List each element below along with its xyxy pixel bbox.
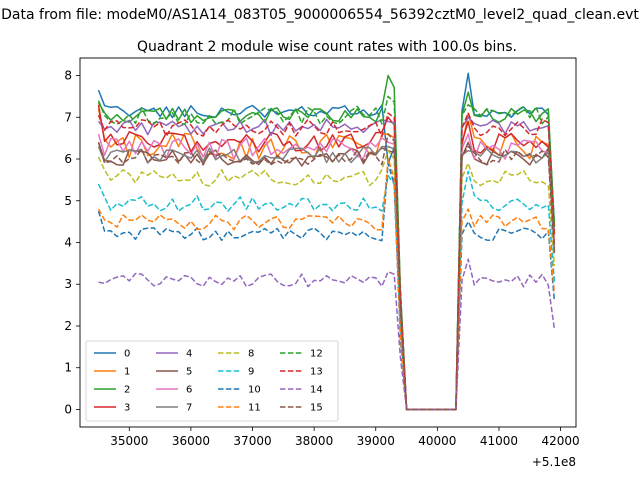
y-axis: 0 1 2 3 4 5 6 7 8: [64, 69, 80, 416]
series-line-6: [97, 133, 556, 411]
series-line-2: [97, 74, 556, 411]
series-line-8: [97, 149, 556, 411]
x-tick-label: 40000: [418, 434, 456, 448]
series-layer: [97, 72, 556, 411]
y-tick-label: 1: [64, 361, 72, 375]
legend-label-7[interactable]: 7: [186, 403, 192, 414]
legend-label-10[interactable]: 10: [248, 385, 261, 396]
x-tick-label: 42000: [542, 434, 580, 448]
y-tick-label: 4: [64, 236, 72, 250]
legend-label-15[interactable]: 15: [310, 403, 323, 414]
series-line-11: [97, 158, 556, 411]
x-tick-label: 36000: [172, 434, 210, 448]
series-line-9: [97, 170, 556, 411]
legend-label-2[interactable]: 2: [124, 385, 130, 396]
series-line-12: [97, 95, 556, 411]
legend-label-1[interactable]: 1: [124, 367, 130, 378]
legend-label-0[interactable]: 0: [124, 349, 130, 360]
series-line-1: [97, 108, 556, 411]
legend-label-4[interactable]: 4: [186, 349, 192, 360]
x-axis: 35000 36000 37000 38000 39000 40000 41000 42000: [110, 427, 580, 448]
y-tick-label: 3: [64, 277, 72, 291]
chart-title: Quadrant 2 module wise count rates with …: [137, 39, 517, 55]
legend-label-3[interactable]: 3: [124, 403, 130, 414]
series-line-14: [98, 258, 556, 411]
legend-box: [85, 340, 339, 422]
y-tick-label: 2: [64, 319, 72, 333]
y-tick-label: 8: [64, 69, 72, 83]
figure-suptitle: Data from file: modeM0/AS1A14_083T05_900…: [1, 7, 639, 23]
series-line-10: [97, 162, 556, 411]
y-tick-label: 5: [64, 194, 72, 208]
series-line-3: [97, 104, 556, 411]
legend-label-11[interactable]: 11: [248, 403, 261, 414]
x-tick-label: 39000: [357, 434, 395, 448]
series-line-4: [97, 116, 556, 411]
x-tick-label: 38000: [295, 434, 333, 448]
x-tick-label: 35000: [110, 434, 148, 448]
legend-label-9[interactable]: 9: [248, 367, 254, 378]
legend-label-6[interactable]: 6: [186, 385, 192, 396]
y-tick-label: 0: [64, 402, 72, 416]
y-tick-label: 7: [64, 110, 72, 124]
series-line-5: [97, 141, 556, 411]
y-tick-label: 6: [64, 152, 72, 166]
series-line-15: [97, 133, 556, 411]
x-offset-label: +5.1e8: [532, 455, 576, 469]
x-tick-label: 37000: [233, 434, 271, 448]
legend-label-13[interactable]: 13: [310, 367, 323, 378]
x-tick-label: 41000: [480, 434, 518, 448]
legend-label-12[interactable]: 12: [310, 349, 323, 360]
legend-label-5[interactable]: 5: [186, 367, 192, 378]
series-line-7: [97, 145, 556, 411]
legend-label-14[interactable]: 14: [310, 385, 323, 396]
legend-label-8[interactable]: 8: [248, 349, 254, 360]
